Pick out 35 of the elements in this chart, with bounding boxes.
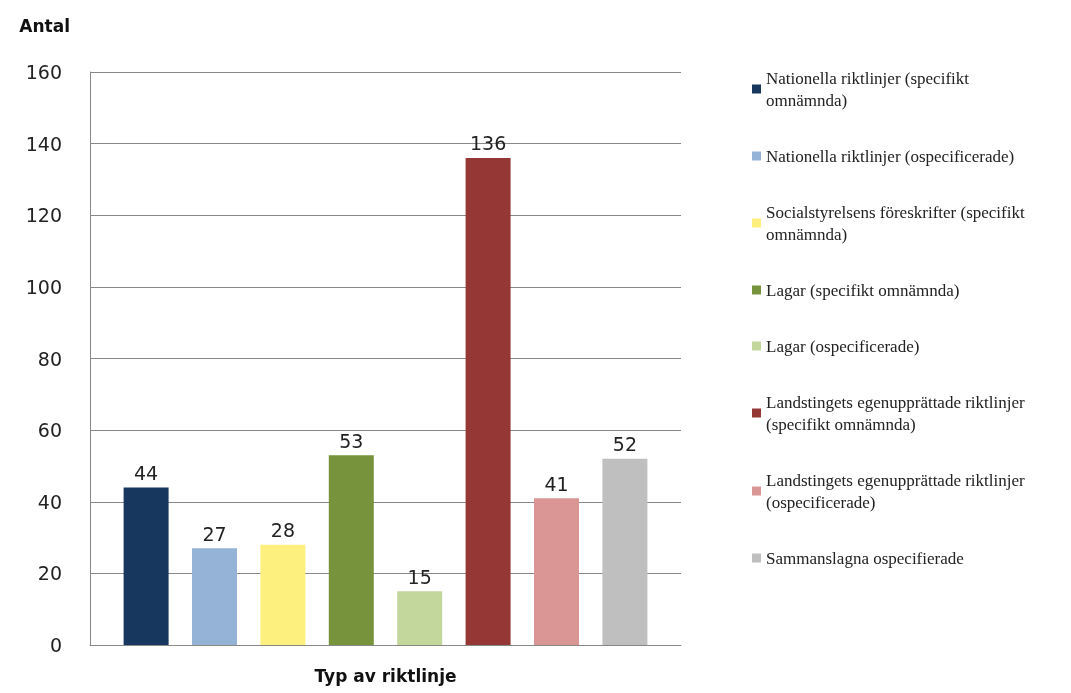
data-label: 52: [612, 433, 637, 456]
y-tick-label: 60: [37, 419, 62, 442]
legend-label: Landstingets egenupprättade riktlinjer (ospecificerade): [766, 470, 1029, 512]
legend-label: Nationella riktlinjer (specifikt omnämnda): [766, 68, 974, 110]
y-tick-label: 40: [37, 490, 62, 513]
bar: [260, 544, 306, 645]
legend-label: Nationella riktlinjer (ospecificerade): [766, 146, 1015, 166]
x-axis-title: Typ av riktlinje: [314, 665, 457, 686]
data-label: 27: [202, 522, 227, 545]
data-label: 28: [270, 519, 295, 542]
bar: [534, 498, 579, 645]
legend-label: Landstingets egenupprättade riktlinjer (specifikt omnämnda): [766, 392, 1029, 434]
bar: [192, 548, 237, 645]
y-tick-label: 120: [25, 204, 62, 227]
y-tick-label: 140: [25, 132, 62, 155]
data-label: 41: [544, 472, 569, 495]
bar: [602, 458, 648, 645]
legend-label: Lagar (ospecificerade): [766, 336, 920, 356]
y-tick-label: 0: [49, 634, 62, 656]
data-label: 44: [134, 461, 159, 484]
legend-label: Sammanslagna ospecifierade: [766, 548, 964, 568]
data-label: 15: [407, 565, 432, 588]
bar: [465, 157, 511, 645]
legend-label: Socialstyrelsens föreskrifter (specifikt omnämnda): [766, 202, 1029, 244]
y-tick-label: 80: [37, 347, 62, 370]
bar: [397, 591, 443, 645]
data-label: 136: [469, 132, 507, 155]
y-axis-title: Antal: [19, 15, 70, 36]
y-tick-label: 100: [25, 275, 62, 298]
bar: [123, 487, 169, 645]
data-label: 53: [339, 429, 364, 452]
y-tick-label: 20: [37, 562, 62, 585]
bar: [328, 455, 374, 645]
y-tick-label: 160: [25, 61, 62, 83]
legend-label: Lagar (specifikt omnämnda): [766, 280, 960, 300]
